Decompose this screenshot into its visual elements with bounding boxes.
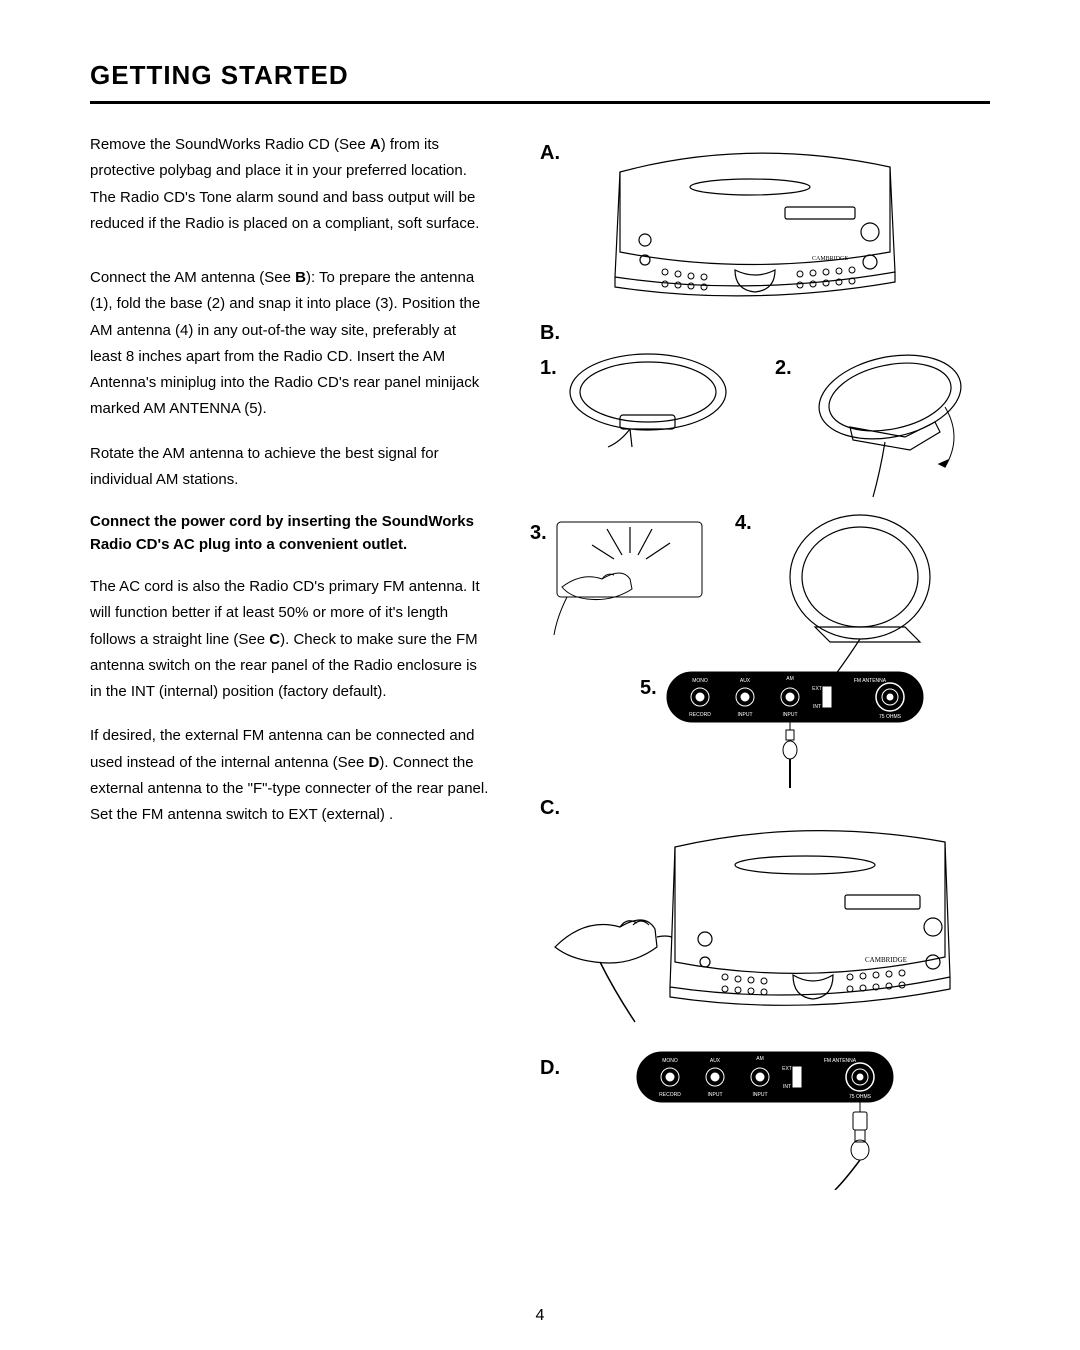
diagram-b3-snap <box>552 517 707 637</box>
svg-text:MONO: MONO <box>692 678 708 684</box>
label-d: D. <box>540 1057 560 1080</box>
svg-text:INPUT: INPUT <box>708 1092 723 1098</box>
paragraph-3: Rotate the AM antenna to achieve the bes… <box>90 441 490 494</box>
diagram-d-rear-panel: MONO RECORD AUX INPUT AM INPUT EXT INT FM AN… <box>635 1050 895 1190</box>
paragraph-6: If desired, the external FM antenna can … <box>90 723 490 828</box>
svg-text:75 OHMS: 75 OHMS <box>879 714 902 720</box>
p5b-bold: C <box>269 631 280 648</box>
diagram-b5-rear-panel: MONO RECORD AUX INPUT AM INPUT EXT INT FM AN… <box>665 670 925 790</box>
diagram-c-power: CAMBRIDGE <box>545 817 965 1027</box>
svg-text:CAMBRIDGE: CAMBRIDGE <box>865 956 907 964</box>
svg-text:INT: INT <box>813 704 821 710</box>
svg-text:RECORD: RECORD <box>659 1092 681 1098</box>
label-b: B. <box>540 322 560 345</box>
paragraph-1: Remove the SoundWorks Radio CD (See A) f… <box>90 132 490 237</box>
brand-text: CAMBRIDGE <box>812 256 848 262</box>
label-a: A. <box>540 142 560 165</box>
p1b-bold: A <box>370 136 381 153</box>
svg-text:RECORD: RECORD <box>689 712 711 718</box>
diagram-column: A. <box>530 132 990 846</box>
svg-text:INT: INT <box>783 1084 791 1090</box>
label-4: 4. <box>735 512 752 535</box>
diagram-a-radio: CAMBRIDGE <box>590 132 910 307</box>
p2c: ): To prepare the antenna (1), fold the … <box>90 269 480 417</box>
p1a: Remove the SoundWorks Radio CD (See <box>90 136 370 153</box>
page-title: GETTING STARTED <box>90 60 990 91</box>
svg-text:AM: AM <box>786 676 794 682</box>
diagram-b4-position <box>760 507 940 677</box>
svg-text:INPUT: INPUT <box>738 712 753 718</box>
svg-text:AUX: AUX <box>710 1058 721 1064</box>
svg-text:INPUT: INPUT <box>783 712 798 718</box>
svg-text:75 OHMS: 75 OHMS <box>849 1094 872 1100</box>
page-number: 4 <box>0 1307 1080 1325</box>
svg-text:FM ANTENNA: FM ANTENNA <box>854 678 887 684</box>
svg-text:AUX: AUX <box>740 678 751 684</box>
label-2: 2. <box>775 357 792 380</box>
svg-text:EXT: EXT <box>812 686 822 692</box>
p2a: Connect the AM antenna (See <box>90 269 295 286</box>
paragraph-4-bold: Connect the power cord by inserting the … <box>90 511 490 556</box>
svg-text:AM: AM <box>756 1056 764 1062</box>
label-5: 5. <box>640 677 657 700</box>
label-1: 1. <box>540 357 557 380</box>
p2b-bold: B <box>295 269 306 286</box>
diagram-b2-fold <box>795 342 970 502</box>
diagram-b1-antenna <box>560 347 735 452</box>
svg-text:FM ANTENNA: FM ANTENNA <box>824 1058 857 1064</box>
p6b-bold: D <box>369 754 380 771</box>
svg-text:MONO: MONO <box>662 1058 678 1064</box>
svg-text:EXT: EXT <box>782 1066 792 1072</box>
title-rule <box>90 101 990 104</box>
content-columns: Remove the SoundWorks Radio CD (See A) f… <box>90 132 990 846</box>
paragraph-2: Connect the AM antenna (See B): To prepa… <box>90 265 490 423</box>
text-column: Remove the SoundWorks Radio CD (See A) f… <box>90 132 490 846</box>
svg-text:INPUT: INPUT <box>753 1092 768 1098</box>
paragraph-5: The AC cord is also the Radio CD's prima… <box>90 574 490 705</box>
label-3: 3. <box>530 522 547 545</box>
